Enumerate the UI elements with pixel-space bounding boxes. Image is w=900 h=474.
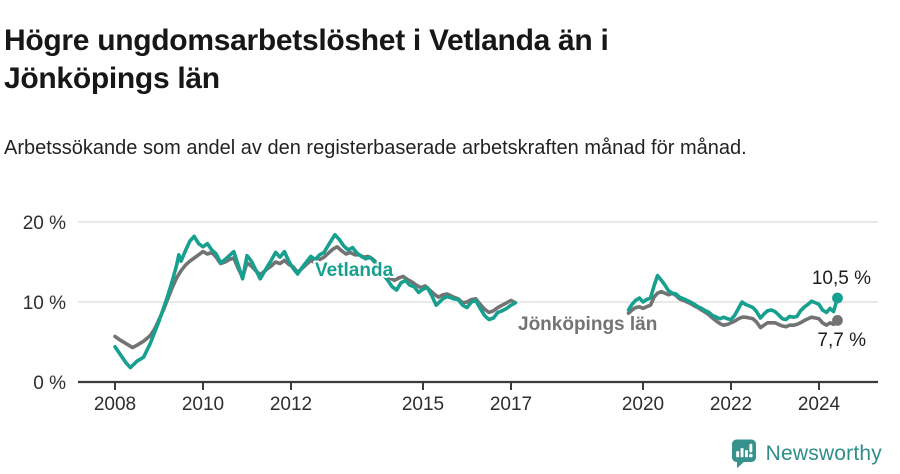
- x-axis-label: 2017: [490, 394, 532, 415]
- series-lines: [113, 233, 843, 370]
- logo-exclamation-bar: [749, 443, 752, 453]
- x-axis-label: 2012: [270, 394, 312, 415]
- gridlines: 0 % 10 % 20 %: [23, 213, 878, 394]
- x-axis-label: 2010: [182, 394, 224, 415]
- series-label-vetlanda: Vetlanda: [315, 260, 394, 281]
- line-jonkopings-lan: [113, 245, 518, 350]
- end-value-label-vetlanda: 10,5 %: [812, 268, 871, 289]
- end-dot-vetlanda: [832, 292, 843, 304]
- logo-bar-short: [735, 451, 739, 458]
- logo-bar-medium: [744, 450, 748, 458]
- x-axis-label: 2008: [94, 394, 136, 415]
- logo-exclamation-dot: [748, 453, 753, 458]
- x-axis-label: 2015: [402, 394, 444, 415]
- y-axis-label: 10 %: [23, 293, 66, 314]
- newsworthy-brand-link[interactable]: Newsworthy: [729, 438, 882, 469]
- y-axis-label: 0 %: [33, 373, 66, 394]
- x-axis: 2008 2010 2012 2015 2017 2020 2022 2024: [78, 380, 878, 415]
- line-jonkopings-lan: [626, 289, 840, 330]
- line-vetlanda: [626, 273, 840, 322]
- series-label-jonkopings-lan: Jönköpings län: [518, 314, 657, 335]
- x-axis-label: 2022: [710, 394, 752, 415]
- newsworthy-logo-icon: [731, 439, 756, 469]
- newsworthy-wordmark: Newsworthy: [765, 441, 882, 465]
- end-value-label-jonkopings-lan: 7,7 %: [817, 330, 866, 351]
- chart-subtitle: Arbetssökande som andel av den registerb…: [4, 137, 747, 159]
- y-axis-label: 20 %: [23, 213, 66, 234]
- page-title: Högre ungdomsarbetslöshet i Vetlanda än …: [4, 24, 609, 96]
- x-axis-label: 2020: [622, 394, 664, 415]
- x-axis-label: 2024: [798, 394, 841, 415]
- end-dot-jonkopings-lan: [832, 315, 843, 326]
- line-vetlanda: [113, 233, 518, 370]
- chart-labels: Vetlanda Jönköpings län 10,5 % 7,7 %: [313, 258, 873, 353]
- logo-bar-tall: [740, 448, 744, 458]
